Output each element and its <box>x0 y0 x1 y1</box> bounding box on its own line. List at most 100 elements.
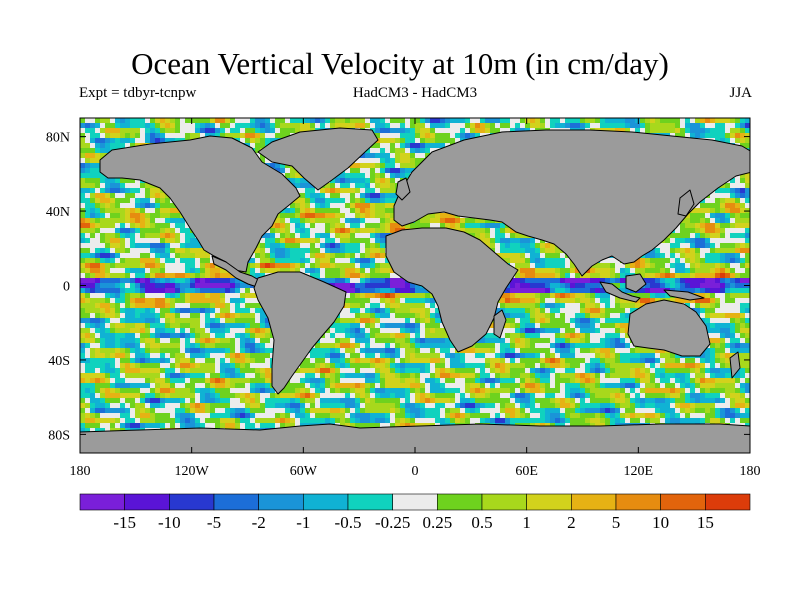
velocity-cell <box>180 248 185 253</box>
velocity-cell <box>335 273 340 278</box>
velocity-cell <box>675 228 680 233</box>
velocity-cell <box>175 233 180 238</box>
velocity-cell <box>130 213 135 218</box>
velocity-cell <box>95 188 100 193</box>
velocity-cell <box>140 138 145 143</box>
velocity-cell <box>160 258 165 263</box>
velocity-cell <box>495 243 500 248</box>
velocity-cell <box>145 128 150 133</box>
velocity-cell <box>415 298 420 303</box>
velocity-cell <box>325 203 330 208</box>
velocity-cell <box>130 183 135 188</box>
velocity-cell <box>130 188 135 193</box>
velocity-cell <box>355 118 360 123</box>
velocity-cell <box>720 138 725 143</box>
velocity-cell <box>575 293 580 298</box>
velocity-cell <box>600 273 605 278</box>
velocity-cell <box>220 128 225 133</box>
velocity-cell <box>710 283 715 288</box>
velocity-cell <box>710 208 715 213</box>
velocity-cell <box>380 288 385 293</box>
velocity-cell <box>120 268 125 273</box>
velocity-cell <box>390 143 395 148</box>
velocity-cell <box>380 193 385 198</box>
velocity-cell <box>155 268 160 273</box>
velocity-cell <box>140 238 145 243</box>
velocity-cell <box>610 268 615 273</box>
velocity-cell <box>295 198 300 203</box>
velocity-cell <box>565 258 570 263</box>
velocity-cell <box>270 253 275 258</box>
velocity-cell <box>325 118 330 123</box>
velocity-cell <box>330 203 335 208</box>
velocity-cell <box>325 183 330 188</box>
velocity-cell <box>670 253 675 258</box>
velocity-cell <box>130 128 135 133</box>
velocity-cell <box>405 138 410 143</box>
velocity-cell <box>95 153 100 158</box>
velocity-cell <box>585 288 590 293</box>
velocity-cell <box>655 253 660 258</box>
velocity-cell <box>685 258 690 263</box>
velocity-cell <box>555 273 560 278</box>
velocity-cell <box>420 218 425 223</box>
velocity-cell <box>675 263 680 268</box>
velocity-cell <box>745 263 750 268</box>
velocity-cell <box>675 248 680 253</box>
velocity-cell <box>565 273 570 278</box>
velocity-cell <box>355 253 360 258</box>
velocity-cell <box>85 193 90 198</box>
velocity-cell <box>745 203 750 208</box>
velocity-cell <box>280 163 285 168</box>
velocity-cell <box>595 268 600 273</box>
velocity-cell <box>80 228 85 233</box>
velocity-cell <box>290 168 295 173</box>
velocity-cell <box>570 263 575 268</box>
velocity-cell <box>340 123 345 128</box>
velocity-cell <box>585 293 590 298</box>
velocity-cell <box>170 283 175 288</box>
velocity-cell <box>580 288 585 293</box>
velocity-cell <box>175 258 180 263</box>
velocity-cell <box>390 278 395 283</box>
velocity-cell <box>350 273 355 278</box>
velocity-cell <box>305 228 310 233</box>
velocity-cell <box>695 228 700 233</box>
velocity-cell <box>320 238 325 243</box>
velocity-cell <box>365 223 370 228</box>
velocity-cell <box>165 228 170 233</box>
velocity-cell <box>665 258 670 263</box>
velocity-cell <box>745 183 750 188</box>
velocity-cell <box>680 283 685 288</box>
velocity-cell <box>365 148 370 153</box>
velocity-cell <box>255 143 260 148</box>
velocity-cell <box>110 288 115 293</box>
velocity-cell <box>135 223 140 228</box>
velocity-cell <box>85 248 90 253</box>
velocity-cell <box>325 243 330 248</box>
velocity-cell <box>240 298 245 303</box>
velocity-cell <box>690 253 695 258</box>
velocity-cell <box>180 253 185 258</box>
velocity-cell <box>110 223 115 228</box>
velocity-cell <box>285 118 290 123</box>
velocity-cell <box>505 293 510 298</box>
velocity-cell <box>230 288 235 293</box>
velocity-cell <box>700 288 705 293</box>
velocity-cell <box>170 123 175 128</box>
velocity-cell <box>145 283 150 288</box>
velocity-cell <box>540 253 545 258</box>
velocity-cell <box>195 288 200 293</box>
velocity-cell <box>385 258 390 263</box>
velocity-cell <box>285 263 290 268</box>
velocity-cell <box>365 283 370 288</box>
velocity-cell <box>560 268 565 273</box>
velocity-cell <box>385 198 390 203</box>
velocity-cell <box>695 268 700 273</box>
velocity-cell <box>210 123 215 128</box>
velocity-cell <box>435 143 440 148</box>
velocity-cell <box>110 303 115 308</box>
velocity-cell <box>370 173 375 178</box>
velocity-cell <box>170 233 175 238</box>
velocity-cell <box>550 123 555 128</box>
